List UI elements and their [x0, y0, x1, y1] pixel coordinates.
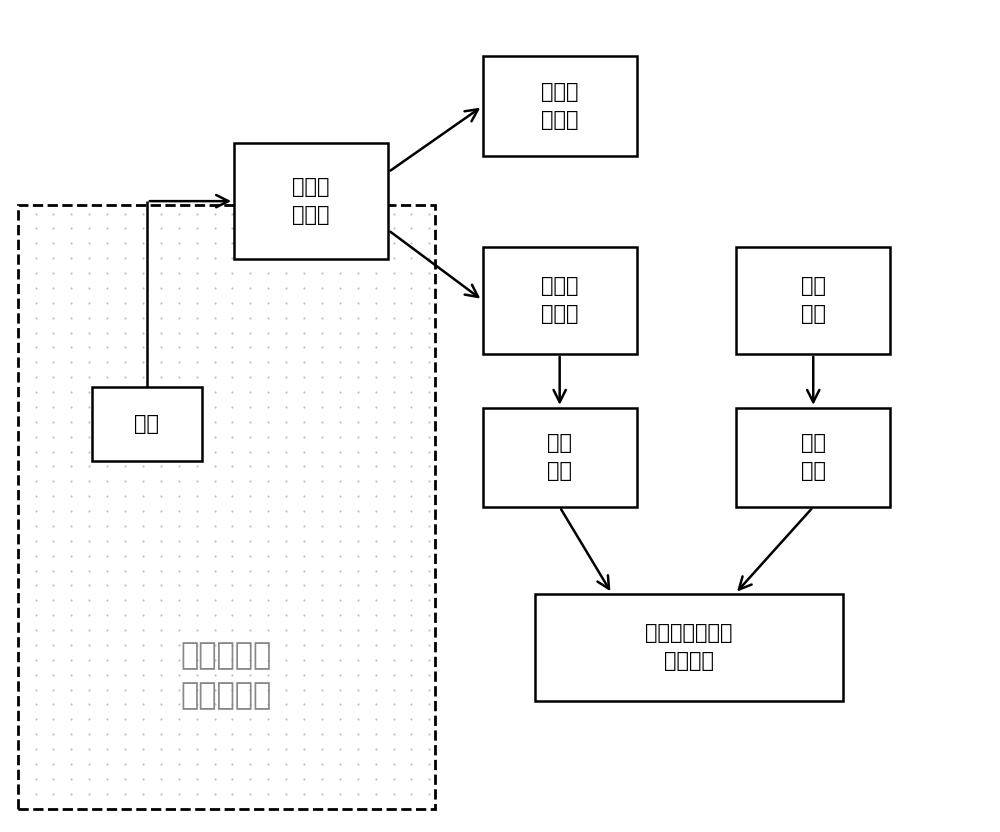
Bar [483, 408, 637, 507]
Text: 干燥
装置: 干燥 装置 [801, 433, 826, 482]
Bar [234, 143, 388, 259]
Text: 甲烷、二氧化碳
在线监测: 甲烷、二氧化碳 在线监测 [645, 623, 733, 671]
Bar [736, 246, 890, 354]
Bar [483, 246, 637, 354]
Bar [535, 594, 843, 701]
Text: 分离后
的水体: 分离后 的水体 [541, 82, 578, 130]
Text: 干燥
装置: 干燥 装置 [547, 433, 572, 482]
Text: 水中溶
解气体: 水中溶 解气体 [541, 276, 578, 324]
Bar [736, 408, 890, 507]
Text: 低空
大气: 低空 大气 [801, 276, 826, 324]
Bar [18, 206, 435, 809]
Bar [483, 57, 637, 156]
Text: 水气分
离装置: 水气分 离装置 [292, 177, 330, 225]
Text: 水泵: 水泵 [134, 414, 159, 434]
Text: 含溶解气的
地层孔隙水: 含溶解气的 地层孔隙水 [181, 641, 272, 711]
Bar [92, 387, 202, 462]
